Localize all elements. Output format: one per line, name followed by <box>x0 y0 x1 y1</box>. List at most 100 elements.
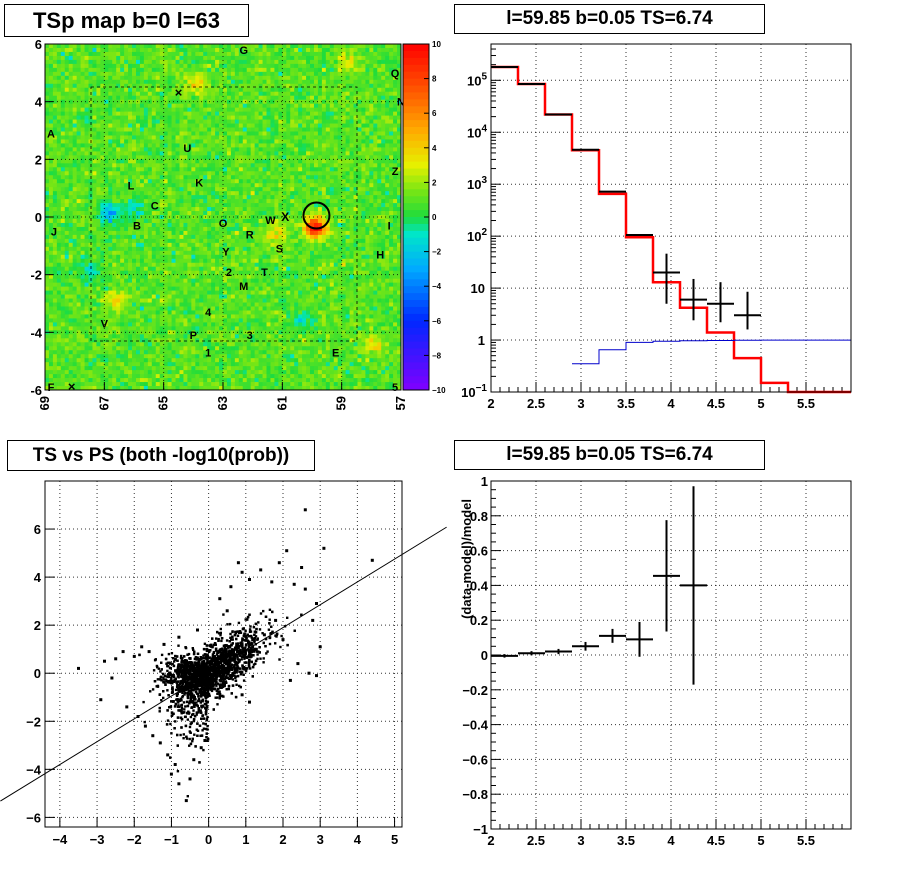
heatmap-cell <box>175 358 180 363</box>
heatmap-cell <box>246 191 252 196</box>
heatmap-cell <box>151 91 157 97</box>
heatmap-cell <box>262 354 267 359</box>
heatmap-cell <box>226 298 232 303</box>
heatmap-cell <box>104 71 109 77</box>
heatmap-cell <box>270 187 275 192</box>
heatmap-cell <box>60 370 66 375</box>
heatmap-cell <box>262 342 267 347</box>
heatmap-cell <box>207 159 212 164</box>
heatmap-cell <box>223 107 228 113</box>
heatmap-cell <box>203 63 208 69</box>
heatmap-cell <box>203 262 208 268</box>
heatmap-cell <box>226 334 232 339</box>
heatmap-cell <box>203 358 208 363</box>
heatmap-cell <box>167 270 172 276</box>
heatmap-cell <box>64 159 70 164</box>
heatmap-cell <box>128 195 133 200</box>
heatmap-cell <box>175 378 180 383</box>
heatmap-cell <box>238 67 244 73</box>
heatmap-cell <box>258 87 263 93</box>
heatmap-cell <box>76 131 81 136</box>
heatmap-cell <box>262 187 267 192</box>
heatmap-cell <box>56 99 62 105</box>
heatmap-cell <box>45 386 50 391</box>
heatmap-cell <box>187 131 192 136</box>
heatmap-cell <box>96 99 101 105</box>
heatmap-cell <box>223 207 228 212</box>
heatmap-cell <box>266 286 271 291</box>
heatmap-cell <box>175 274 180 280</box>
heatmap-cell <box>238 238 244 244</box>
heatmap-cell <box>128 163 133 168</box>
heatmap-cell <box>207 218 212 224</box>
heatmap-cell <box>183 250 188 256</box>
heatmap-cell <box>266 215 271 220</box>
heatmap-cell <box>76 222 81 228</box>
heatmap-cell <box>84 95 89 101</box>
heatmap-cell <box>211 218 216 224</box>
heatmap-cell <box>56 143 62 148</box>
heatmap-cell <box>187 366 192 371</box>
heatmap-cell <box>199 147 204 152</box>
heatmap-cell <box>238 131 244 136</box>
heatmap-cell <box>159 346 165 351</box>
heatmap-cell <box>191 203 196 208</box>
heatmap-cell <box>139 298 145 303</box>
heatmap-cell <box>179 123 184 128</box>
heatmap-cell <box>175 382 180 387</box>
heatmap-cell <box>171 314 176 319</box>
heatmap-cell <box>112 163 117 168</box>
heatmap-cell <box>112 254 117 260</box>
heatmap-cell <box>187 306 192 311</box>
heatmap-cell <box>211 127 216 132</box>
heatmap-cell <box>223 75 228 81</box>
heatmap-cell <box>195 346 200 351</box>
heatmap-cell <box>254 51 259 57</box>
heatmap-cell <box>207 83 212 89</box>
heatmap-cell <box>108 183 113 188</box>
heatmap-cell <box>143 350 149 355</box>
heatmap-cell <box>155 175 161 180</box>
heatmap-cell <box>108 350 113 355</box>
heatmap-cell <box>116 71 121 77</box>
heatmap-cell <box>266 266 271 272</box>
heatmap-cell <box>45 306 50 311</box>
heatmap-cell <box>203 250 208 256</box>
heatmap-cell <box>215 218 220 224</box>
heatmap-cell <box>52 382 58 387</box>
heatmap-cell <box>195 254 200 260</box>
heatmap-cell <box>223 95 228 101</box>
heatmap-cell <box>88 63 93 69</box>
heatmap-cell <box>52 207 58 212</box>
heatmap-cell <box>171 382 176 387</box>
heatmap-cell <box>143 175 149 180</box>
heatmap-cell <box>68 278 74 284</box>
heatmap-cell <box>238 191 244 196</box>
heatmap-cell <box>159 179 165 184</box>
heatmap-cell <box>159 207 165 212</box>
heatmap-cell <box>80 314 85 319</box>
heatmap-cell <box>203 75 208 81</box>
heatmap-cell <box>80 135 85 140</box>
heatmap-cell <box>147 370 153 375</box>
heatmap-cell <box>84 67 89 73</box>
heatmap-cell <box>234 103 240 109</box>
heatmap-cell <box>183 67 188 73</box>
heatmap-cell <box>215 350 220 355</box>
heatmap-cell <box>266 63 271 69</box>
heatmap-cell <box>226 310 232 315</box>
heatmap-cell <box>203 123 208 128</box>
heatmap-cell <box>262 171 267 176</box>
heatmap-cell <box>199 230 204 236</box>
heatmap-cell <box>195 334 200 339</box>
heatmap-cell <box>171 63 176 69</box>
heatmap-cell <box>199 83 204 89</box>
heatmap-cell <box>191 143 196 148</box>
heatmap-cell <box>179 155 184 160</box>
heatmap-cell <box>88 99 93 105</box>
heatmap-cell <box>139 99 145 105</box>
heatmap-cell <box>211 326 216 331</box>
heatmap-cell <box>163 63 169 69</box>
heatmap-cell <box>60 318 66 323</box>
heatmap-cell <box>199 310 204 315</box>
